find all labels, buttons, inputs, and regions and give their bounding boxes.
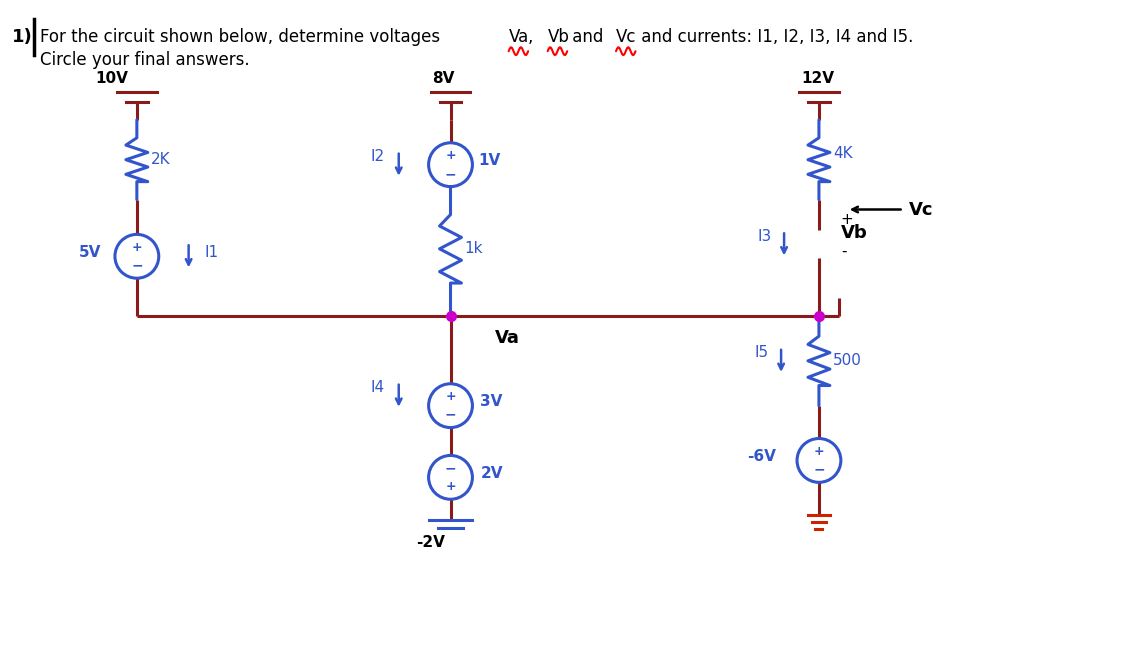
Text: 1): 1) — [13, 28, 33, 46]
Text: +: + — [131, 241, 142, 254]
Text: 12V: 12V — [801, 71, 834, 86]
Text: −: − — [445, 167, 456, 181]
Text: 4K: 4K — [833, 146, 853, 162]
Text: I3: I3 — [757, 229, 772, 244]
Text: ,: , — [528, 28, 539, 46]
Text: Circle your final answers.: Circle your final answers. — [40, 51, 250, 69]
Text: −: − — [445, 408, 456, 422]
Text: +: + — [446, 149, 456, 162]
Text: -6V: -6V — [747, 449, 776, 464]
Text: −: − — [813, 462, 824, 477]
Text: −: − — [131, 258, 142, 273]
Text: +: + — [814, 445, 824, 458]
Text: 500: 500 — [833, 353, 862, 368]
Text: I5: I5 — [755, 345, 768, 360]
Text: +: + — [446, 480, 456, 493]
Text: 2V: 2V — [480, 466, 503, 481]
Text: 1V: 1V — [479, 153, 500, 168]
Text: 10V: 10V — [95, 71, 128, 86]
Text: 5V: 5V — [79, 245, 101, 260]
Text: Vb: Vb — [547, 28, 570, 46]
Text: 2K: 2K — [150, 152, 170, 167]
Text: 8V: 8V — [432, 71, 455, 86]
Text: I4: I4 — [370, 380, 385, 395]
Text: Va: Va — [495, 329, 520, 347]
Text: Vc: Vc — [616, 28, 636, 46]
Text: 3V: 3V — [480, 394, 503, 409]
Text: I1: I1 — [204, 245, 219, 260]
Text: and: and — [568, 28, 609, 46]
Text: I2: I2 — [370, 149, 385, 164]
Text: 1k: 1k — [464, 241, 483, 256]
Text: -2V: -2V — [416, 534, 445, 549]
Text: Vb: Vb — [841, 224, 868, 243]
Text: +: + — [446, 390, 456, 403]
Text: Vc: Vc — [909, 201, 933, 218]
Text: Va: Va — [508, 28, 529, 46]
Text: For the circuit shown below, determine voltages: For the circuit shown below, determine v… — [40, 28, 446, 46]
Text: and currents: I1, I2, I3, I4 and I5.: and currents: I1, I2, I3, I4 and I5. — [635, 28, 913, 46]
Text: -: - — [841, 244, 846, 259]
Text: −: − — [445, 461, 456, 475]
Text: +: + — [841, 212, 854, 227]
